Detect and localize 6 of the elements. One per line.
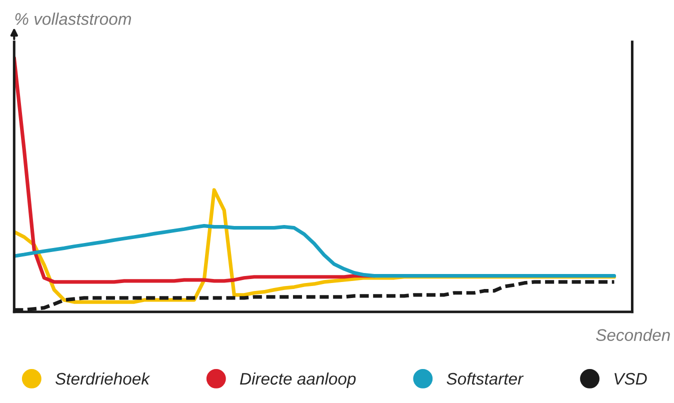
legend-label: Directe aanloop — [240, 372, 356, 388]
legend-label: Softstarter — [446, 372, 524, 385]
legend-label: VSD — [614, 372, 647, 385]
legend-label: Sterdriehoek — [55, 372, 150, 385]
y-axis-title: % vollaststroom — [15, 12, 132, 25]
x-axis-title: Seconden — [596, 328, 670, 341]
